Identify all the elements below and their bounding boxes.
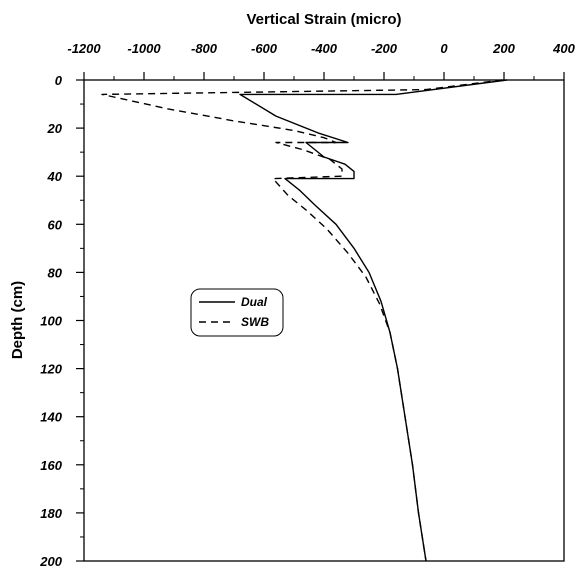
legend-label-swb: SWB (241, 315, 269, 329)
y-axis-title: Depth (cm) (9, 281, 26, 359)
x-axis-ticks: -1200 -1000 -800 -600 -400 -200 0 200 400 (67, 41, 576, 80)
series-layer (101, 79, 508, 562)
y-axis-ticks: 0 20 40 60 80 100 120 140 160 180 200 (39, 73, 84, 569)
x-axis-title: Vertical Strain (micro) (246, 11, 401, 28)
plot-frame (83, 79, 565, 562)
y-tick-label: 100 (40, 314, 62, 329)
x-tick-label: -400 (311, 41, 338, 56)
x-tick-label: 0 (440, 41, 448, 56)
x-tick-label: -200 (371, 41, 398, 56)
y-tick-label: 180 (40, 506, 62, 521)
y-tick-label: 160 (40, 458, 62, 473)
x-tick-label: -1200 (67, 41, 101, 56)
x-tick-label: 400 (552, 41, 575, 56)
y-tick-label: 140 (40, 410, 62, 425)
y-tick-label: 20 (47, 121, 63, 136)
x-tick-label: -1000 (127, 41, 161, 56)
y-tick-label: 0 (55, 73, 63, 88)
y-tick-label: 60 (48, 217, 63, 232)
legend-label-dual: Dual (241, 295, 268, 309)
legend: Dual SWB (190, 288, 284, 337)
x-tick-label: 200 (492, 41, 515, 56)
x-tick-label: -800 (191, 41, 218, 56)
x-tick-label: -600 (251, 41, 278, 56)
y-tick-label: 120 (40, 362, 62, 377)
y-tick-label: 200 (39, 554, 62, 569)
series-line-swb (101, 79, 503, 562)
series-line-dual (239, 79, 508, 562)
y-tick-label: 40 (47, 169, 63, 184)
y-tick-label: 80 (48, 265, 63, 280)
legend-box (190, 288, 284, 337)
